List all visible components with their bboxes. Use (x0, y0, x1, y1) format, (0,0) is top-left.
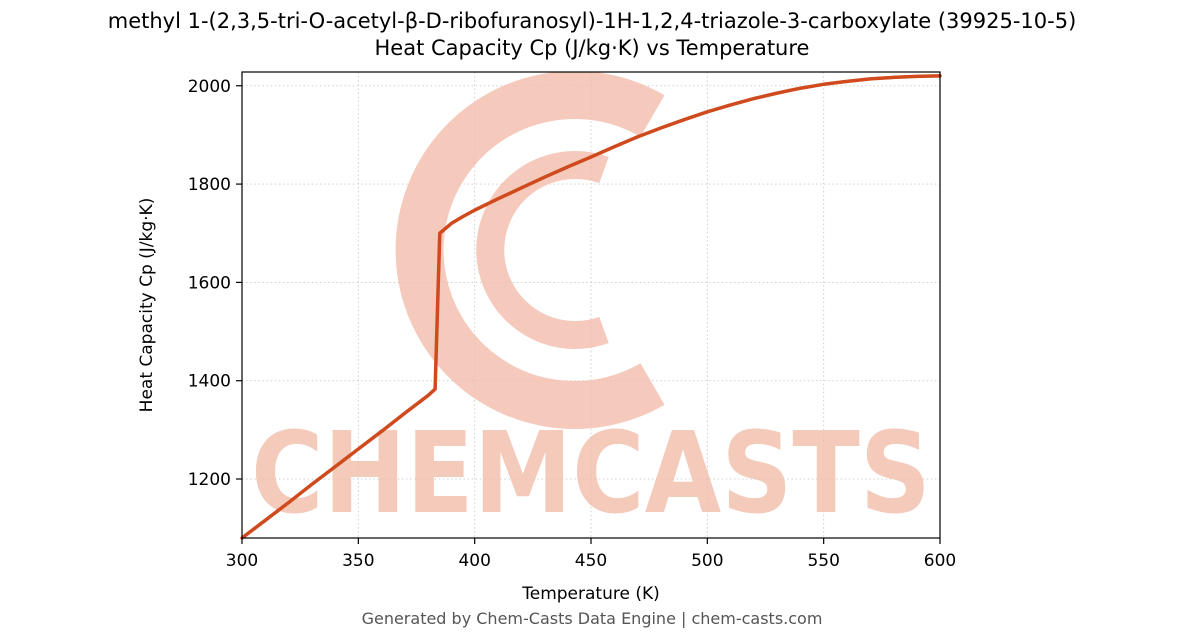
y-axis-label: Heat Capacity Cp (J/kg·K) (137, 198, 157, 413)
x-tick-label: 550 (807, 551, 839, 571)
y-tick-label: 1200 (188, 470, 231, 490)
y-tick-label: 1600 (188, 273, 231, 293)
cp-curve (240, 74, 942, 540)
axes-layer: 300 350 400 450 500 550 600 1200 1400 1600 1800 200… (188, 71, 956, 571)
x-tick-label: 600 (924, 551, 956, 571)
chart-title-compound: methyl 1-(2,3,5-tri-O-acetyl-β-D-ribofur… (108, 9, 1077, 33)
watermark-text: CHEMCASTS (251, 409, 931, 539)
x-tick-label: 450 (575, 551, 607, 571)
x-tick-label: 400 (458, 551, 490, 571)
x-tick-label: 350 (342, 551, 374, 571)
y-tick-label: 1800 (188, 175, 231, 195)
x-tick-label: 300 (226, 551, 258, 571)
chart-title-subtitle: Heat Capacity Cp (J/kg·K) vs Temperature (375, 36, 810, 60)
footer-credit: Generated by Chem-Casts Data Engine | ch… (362, 609, 823, 628)
watermark-logo-outer-c (395, 72, 665, 429)
x-axis-label: Temperature (K) (521, 584, 660, 604)
y-tick-label: 1400 (188, 372, 231, 392)
data-layer (240, 74, 942, 540)
y-tick-label: 2000 (188, 77, 231, 97)
watermark: CHEMCASTS (251, 72, 931, 539)
x-tick-label: 500 (691, 551, 723, 571)
watermark-logo-inner-c (476, 151, 609, 349)
